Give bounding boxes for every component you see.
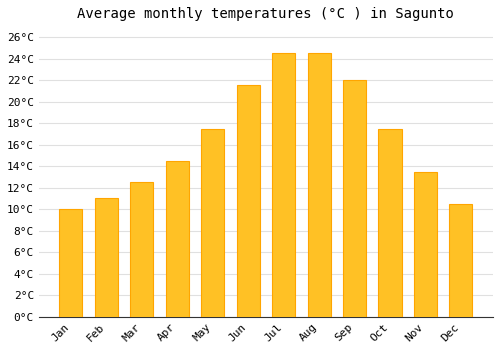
Bar <box>272 53 295 317</box>
Bar <box>166 161 189 317</box>
Bar <box>60 209 82 317</box>
Title: Average monthly temperatures (°C ) in Sagunto: Average monthly temperatures (°C ) in Sa… <box>78 7 454 21</box>
Bar <box>201 128 224 317</box>
Bar <box>308 53 330 317</box>
Bar <box>414 172 437 317</box>
Bar <box>130 182 154 317</box>
Bar <box>343 80 366 317</box>
Bar <box>236 85 260 317</box>
Bar <box>450 204 472 317</box>
Bar <box>378 128 402 317</box>
Bar <box>95 198 118 317</box>
